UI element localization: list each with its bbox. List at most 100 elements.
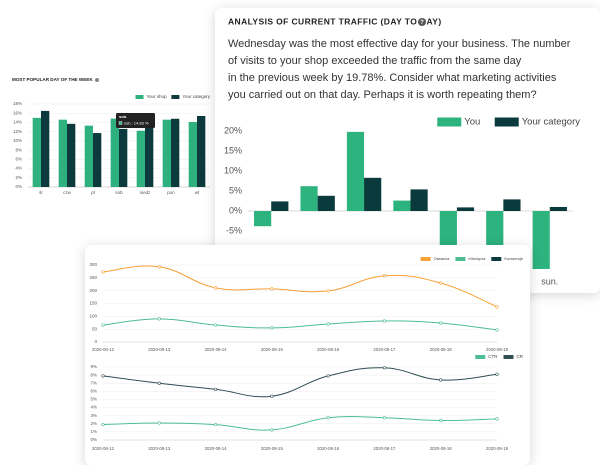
card-title: MOST POPULAR DAY OF THE WEEK	[12, 77, 93, 82]
description-line: you carried out on that day. Perhaps it …	[228, 89, 537, 101]
point	[495, 328, 499, 332]
x-tick-label: 2020-08-19	[486, 347, 509, 352]
x-tick-label: sun.	[541, 276, 558, 286]
y-tick-label: 4%	[15, 166, 22, 171]
legend-label: CR	[517, 354, 524, 359]
point	[382, 319, 387, 323]
bar	[93, 133, 102, 187]
stats-card: 0 50 100 150 200 250 300 Konwersje Kliknięcia Otw…	[85, 245, 530, 465]
bar	[119, 128, 128, 187]
legend-swatch	[455, 257, 466, 261]
bar	[32, 117, 41, 187]
point	[157, 265, 161, 269]
description-line: in the previous week by 19.78%. Consider…	[228, 72, 557, 84]
series-line	[102, 415, 498, 431]
x-tick-label: 2020-08-18	[430, 446, 453, 451]
x-tick-label: niedz	[140, 190, 152, 195]
point	[495, 305, 499, 309]
help-icon-mark: ?	[420, 20, 424, 26]
description-line: Wednesday was the most effective day for…	[228, 38, 571, 50]
point	[382, 366, 387, 370]
legend-label: Konwersje	[504, 256, 523, 261]
point	[326, 289, 330, 293]
bar	[393, 200, 411, 211]
legend-swatch	[437, 117, 462, 127]
y-tick-label: 1%	[90, 429, 97, 434]
point	[326, 374, 330, 378]
y-tick-label: 0%	[15, 184, 22, 189]
bar	[197, 115, 206, 187]
bar	[58, 119, 67, 187]
bar	[162, 119, 171, 187]
x-tick-label: wt	[195, 190, 200, 195]
y-tick-label: 0	[94, 339, 97, 344]
point	[101, 374, 105, 378]
bar	[84, 125, 93, 187]
y-tick-label: 20%	[224, 125, 242, 135]
tooltip-box	[116, 113, 155, 128]
y-tick-label: 300	[89, 262, 97, 267]
x-tick-label: 2020-08-18	[430, 347, 453, 352]
point	[213, 286, 218, 290]
legend-label: CTR	[488, 354, 498, 359]
point	[101, 323, 105, 327]
x-tick-label: 2020-08-17	[373, 446, 396, 451]
y-tick-label: 6%	[15, 157, 22, 162]
y-tick-label: 7%	[90, 380, 97, 385]
legend-label: Your category	[522, 117, 581, 128]
bar	[456, 207, 475, 211]
popular-day-chart: MOST POPULAR DAY OF THE WEEK 0% 2% 4% 6% 8% 1…	[12, 77, 211, 195]
legend-label: Otwarcia	[434, 256, 451, 261]
point	[157, 421, 161, 425]
legend-swatch	[171, 95, 180, 99]
info-icon	[95, 78, 99, 82]
y-tick-label: 16%	[13, 110, 22, 115]
point	[213, 422, 218, 427]
x-tick-label: 2020-08-19	[486, 446, 509, 451]
x-tick-label: 2020-08-15	[261, 347, 284, 352]
x-tick-label: pt	[91, 190, 96, 195]
y-tick-label: 2%	[90, 421, 97, 426]
y-tick-label: 50	[92, 326, 98, 331]
x-tick-label: 2020-08-17	[373, 347, 396, 352]
y-tick-label: 12%	[13, 129, 22, 134]
legend-swatch	[503, 355, 514, 359]
tooltip-title: sob.	[119, 114, 127, 119]
bar	[346, 131, 365, 211]
point	[213, 387, 218, 391]
bar	[486, 211, 504, 251]
point	[439, 321, 443, 325]
y-tick-label: 14%	[13, 120, 22, 125]
legend-swatch	[491, 257, 502, 261]
x-tick-label: pon	[167, 190, 175, 195]
tooltip-swatch	[118, 121, 123, 125]
legend-label: You	[464, 117, 480, 128]
bar	[300, 186, 318, 211]
point	[439, 281, 443, 285]
bar	[317, 195, 335, 211]
legend-label: Kliknięcia	[468, 256, 486, 261]
y-tick-label: 100	[89, 314, 97, 319]
y-tick-label: 15%	[224, 145, 242, 155]
y-tick-label: 150	[89, 301, 97, 306]
help-icon	[418, 18, 426, 26]
point	[326, 416, 330, 420]
bar	[410, 189, 428, 211]
bar	[136, 130, 145, 187]
x-tick-label: sob	[115, 190, 123, 195]
x-tick-label: czw	[63, 190, 72, 195]
bar	[171, 118, 180, 187]
bar	[110, 118, 119, 187]
series-line	[102, 318, 498, 331]
point	[270, 287, 274, 291]
point	[270, 326, 274, 330]
point	[101, 422, 105, 427]
x-tick-label: 2020-08-12	[92, 347, 115, 352]
x-tick-label: 2020-08-16	[317, 347, 340, 352]
y-tick-label: 3%	[90, 413, 97, 418]
card-title: ANALYSIS OF CURRENT TRAFFIC (DAY TO DAY)	[228, 16, 442, 26]
bar	[41, 110, 50, 187]
x-tick-label: 2020-08-14	[205, 347, 228, 352]
description-line: of visits to your shop exceeded the traf…	[228, 55, 522, 67]
legend-label: Your category	[182, 94, 210, 99]
